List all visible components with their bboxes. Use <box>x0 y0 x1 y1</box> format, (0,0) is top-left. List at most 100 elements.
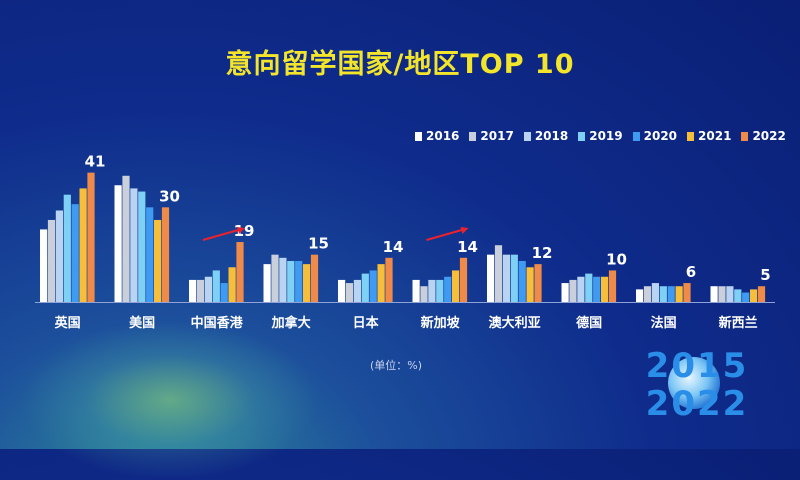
bar-日本-2017 <box>345 283 354 302</box>
category-label-法国: 法国 <box>651 315 677 331</box>
legend-label: 2016 <box>426 129 460 143</box>
bar-新西兰-2018 <box>726 286 734 302</box>
legend-label: 2022 <box>752 129 786 143</box>
bar-英国-2022 <box>87 172 95 302</box>
bar-中国香港-2021 <box>228 267 236 302</box>
category-label-新加坡: 新加坡 <box>421 315 461 331</box>
category-label-日本: 日本 <box>353 315 379 331</box>
bar-新加坡-2022 <box>459 257 468 302</box>
legend-label: 2018 <box>534 129 569 143</box>
bar-美国-2021 <box>154 219 162 302</box>
bar-美国-2022 <box>161 207 170 302</box>
bar-德国-2022 <box>608 270 617 302</box>
bar-加拿大-2018 <box>279 257 287 302</box>
legend-item-2017: 2017 <box>469 129 514 143</box>
bar-澳大利亚-2022 <box>534 264 542 302</box>
bar-日本-2020 <box>369 270 377 302</box>
legend-label: 2017 <box>480 129 514 143</box>
trend-arrowhead-中国香港 <box>237 227 245 234</box>
data-label-加拿大: 15 <box>308 235 329 253</box>
bar-英国-2020 <box>71 204 79 302</box>
bar-新加坡-2020 <box>444 276 452 302</box>
data-label-德国: 10 <box>606 250 627 268</box>
bar-中国香港-2019 <box>212 270 220 302</box>
bar-新西兰-2017 <box>718 286 726 302</box>
bar-英国-2017 <box>47 219 56 302</box>
legend-item-2016: 2016 <box>415 129 459 143</box>
bar-新加坡-2017 <box>420 286 428 302</box>
legend-swatch <box>415 131 422 141</box>
bar-新加坡-2019 <box>436 279 444 302</box>
bar-加拿大-2021 <box>303 264 311 302</box>
bar-澳大利亚-2017 <box>494 245 503 302</box>
bar-德国-2018 <box>577 276 585 302</box>
bar-chart: 41 英国 30 美国 19 中国香港 15 加拿大 14 日本 14 新加坡 12 澳大利亚 10 德国 6 法… <box>35 153 775 331</box>
category-label-德国: 德国 <box>576 315 602 331</box>
bar-美国-2016 <box>114 185 122 302</box>
unit-note: (单位：%) <box>370 359 423 372</box>
legend: 2016 2017 2018 2019 2020 2021 2022 <box>415 129 786 143</box>
bar-中国香港-2016 <box>189 279 197 302</box>
bar-法国-2020 <box>667 286 675 302</box>
bar-中国香港-2017 <box>196 279 205 302</box>
bar-加拿大-2016 <box>263 264 271 302</box>
data-label-新加坡: 14 <box>457 238 478 256</box>
bar-加拿大-2017 <box>271 254 279 302</box>
bar-英国-2019 <box>63 194 71 302</box>
bar-新西兰-2019 <box>734 289 742 302</box>
legend-swatch <box>523 131 531 141</box>
bar-法国-2021 <box>675 286 683 302</box>
data-label-澳大利亚: 12 <box>532 244 553 262</box>
bar-新西兰-2016 <box>710 286 718 302</box>
bar-法国-2019 <box>659 286 667 302</box>
bar-新加坡-2021 <box>452 270 460 302</box>
bar-法国-2017 <box>643 286 652 302</box>
legend-item-2018: 2018 <box>523 129 569 143</box>
category-label-澳大利亚: 澳大利亚 <box>489 315 541 331</box>
bar-新加坡-2018 <box>428 279 436 302</box>
trend-arrow-新加坡 <box>426 228 464 241</box>
bar-澳大利亚-2018 <box>502 254 510 302</box>
category-label-英国: 英国 <box>54 315 81 331</box>
bar-加拿大-2022 <box>310 254 319 302</box>
bar-英国-2016 <box>40 229 48 302</box>
bar-澳大利亚-2020 <box>518 260 526 302</box>
bar-德国-2016 <box>561 283 569 302</box>
category-label-中国香港: 中国香港 <box>191 315 244 331</box>
data-label-日本: 14 <box>383 238 404 256</box>
logo-year-start: 2015 <box>646 346 749 386</box>
category-label-美国: 美国 <box>129 315 155 331</box>
bar-中国香港-2022 <box>236 242 244 302</box>
bar-新加坡-2016 <box>412 279 420 302</box>
bar-加拿大-2019 <box>287 260 295 302</box>
category-label-新西兰: 新西兰 <box>719 315 758 331</box>
bar-日本-2016 <box>338 279 346 302</box>
bar-新西兰-2020 <box>742 292 750 302</box>
bar-英国-2018 <box>55 210 63 302</box>
bar-德国-2017 <box>569 279 577 302</box>
bar-美国-2018 <box>130 188 138 302</box>
bar-法国-2016 <box>636 289 644 302</box>
bar-德国-2021 <box>601 276 609 302</box>
bar-新西兰-2022 <box>757 286 766 302</box>
bar-日本-2018 <box>353 279 361 302</box>
bar-英国-2021 <box>79 188 87 302</box>
bar-中国香港-2020 <box>220 283 228 302</box>
legend-swatch <box>741 131 749 141</box>
data-label-新西兰: 5 <box>760 266 770 284</box>
legend-swatch <box>687 131 695 141</box>
bar-加拿大-2020 <box>295 260 303 302</box>
year-logo: 2015 2022 <box>646 346 749 423</box>
bar-中国香港-2018 <box>204 276 212 302</box>
data-label-美国: 30 <box>159 187 180 205</box>
bar-美国-2017 <box>122 175 130 302</box>
bar-法国-2018 <box>651 283 659 302</box>
legend-swatch <box>632 131 640 141</box>
bar-新西兰-2021 <box>750 289 758 302</box>
bar-德国-2019 <box>585 273 593 302</box>
chart-title: 意向留学国家/地区TOP 10 <box>225 49 575 80</box>
legend-label: 2019 <box>589 129 623 143</box>
legend-item-2020: 2020 <box>632 129 677 143</box>
bar-美国-2020 <box>146 207 154 302</box>
data-label-英国: 41 <box>85 153 106 171</box>
